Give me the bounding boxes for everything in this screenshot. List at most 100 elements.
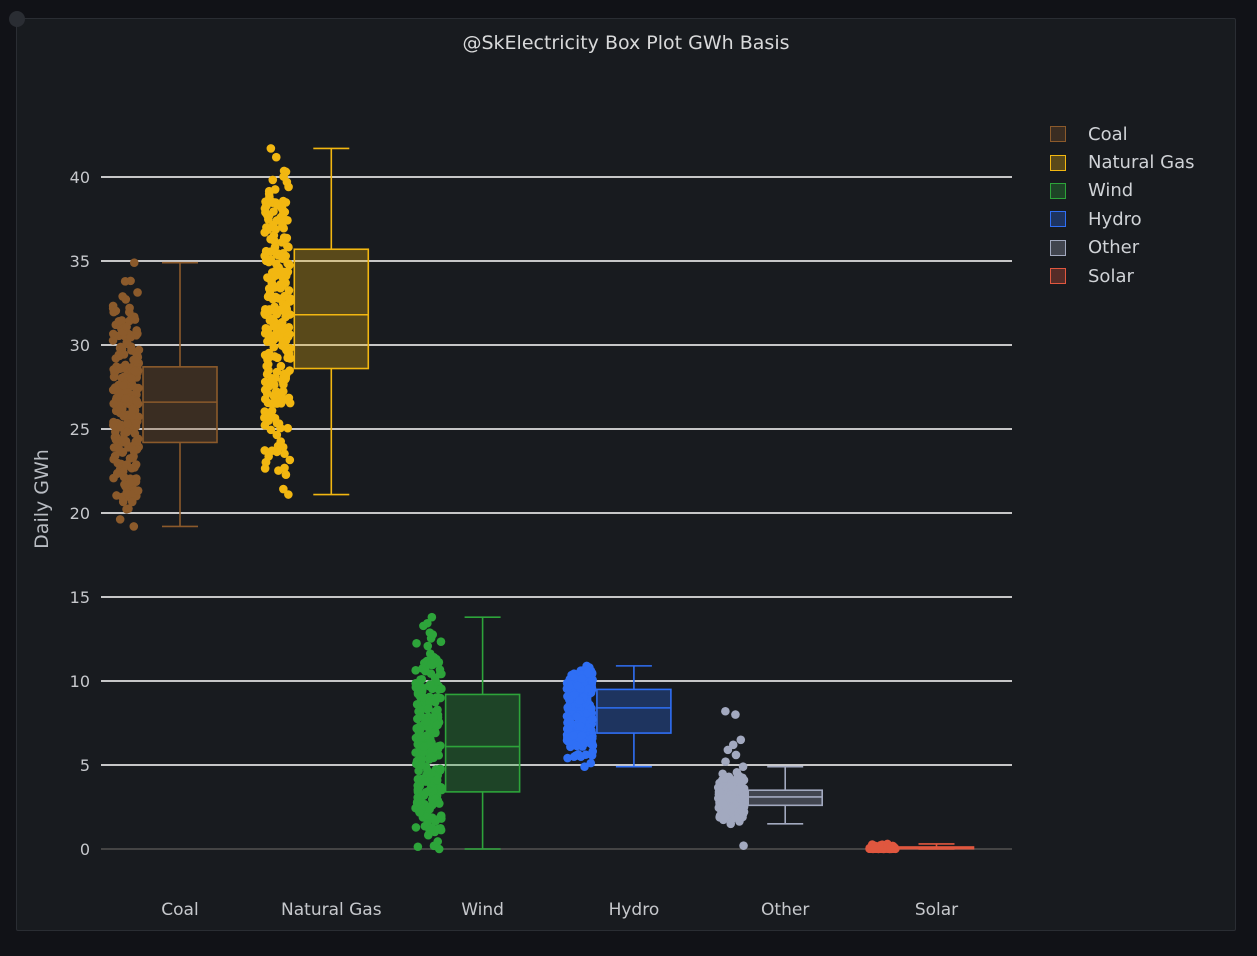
data-point-natural-gas [266, 314, 276, 324]
data-point-wind [420, 821, 430, 831]
legend-item[interactable]: Solar [1050, 262, 1194, 290]
data-point-coal [109, 372, 119, 382]
data-point-coal [133, 486, 143, 495]
box-iqr [293, 248, 370, 370]
data-point-coal [109, 329, 118, 339]
box-natural-gas [293, 147, 370, 496]
data-point-hydro [580, 738, 590, 748]
y-tick-label: 40 [70, 168, 90, 187]
data-point-natural-gas [281, 395, 290, 404]
data-point-natural-gas [279, 234, 289, 244]
data-point-hydro [587, 715, 597, 725]
data-point-natural-gas [279, 217, 288, 226]
legend-item[interactable]: Wind [1050, 177, 1194, 205]
legend-swatch [1050, 126, 1066, 143]
data-point-natural-gas [268, 175, 278, 185]
legend-item[interactable]: Coal [1050, 120, 1194, 148]
data-point-wind [433, 824, 443, 834]
data-point-wind [419, 621, 428, 631]
data-point-hydro [587, 675, 597, 684]
data-point-natural-gas [278, 386, 288, 396]
data-point-coal [130, 366, 140, 376]
data-point-wind [413, 774, 423, 784]
data-point-natural-gas [269, 231, 279, 240]
data-point-natural-gas [284, 490, 293, 499]
data-point-natural-gas [268, 220, 278, 230]
data-point-wind [436, 764, 445, 774]
data-point-natural-gas [268, 294, 278, 304]
legend-label: Hydro [1088, 208, 1142, 230]
data-point-natural-gas [261, 256, 271, 266]
data-point-natural-gas [263, 325, 273, 335]
y-axis-label: Daily GWh [31, 449, 53, 549]
data-point-wind [423, 830, 433, 840]
data-point-other [734, 785, 743, 795]
legend-swatch [1050, 211, 1066, 228]
data-point-coal [112, 469, 122, 479]
data-point-hydro [587, 733, 597, 743]
data-point-natural-gas [269, 391, 278, 401]
data-point-wind [428, 630, 438, 639]
legend-item[interactable]: Hydro [1050, 205, 1194, 233]
box-wind [444, 616, 521, 850]
data-point-natural-gas [279, 172, 288, 181]
data-point-hydro [577, 731, 587, 741]
data-point-wind [417, 674, 427, 684]
data-point-wind [423, 641, 433, 651]
data-point-coal [122, 419, 132, 428]
data-point-natural-gas [271, 152, 281, 162]
legend-item[interactable]: Natural Gas [1050, 148, 1194, 176]
box-iqr [444, 693, 521, 793]
data-point-wind [413, 785, 423, 795]
data-point-coal [121, 394, 130, 403]
data-point-other [728, 740, 738, 750]
data-point-hydro [569, 731, 578, 740]
legend-item[interactable]: Other [1050, 234, 1194, 262]
data-point-coal [121, 295, 131, 304]
data-point-hydro [564, 724, 573, 733]
data-point-coal [120, 277, 130, 286]
data-point-natural-gas [266, 425, 276, 435]
data-point-coal [129, 445, 139, 455]
data-point-natural-gas [267, 446, 277, 455]
data-point-wind [411, 679, 420, 688]
data-point-wind [436, 637, 446, 646]
chart-panel [9, 11, 1236, 931]
data-point-natural-gas [280, 291, 289, 301]
data-point-hydro [581, 750, 591, 759]
data-point-wind [421, 666, 430, 676]
data-point-coal [131, 419, 141, 428]
x-tick-label: Hydro [609, 900, 660, 920]
data-point-natural-gas [285, 310, 295, 319]
data-point-coal [121, 482, 130, 491]
data-point-coal [109, 365, 118, 374]
data-point-coal [109, 399, 118, 408]
data-point-natural-gas [284, 259, 294, 269]
data-point-other [736, 735, 746, 745]
data-point-wind [422, 717, 431, 726]
data-point-coal [131, 355, 141, 365]
data-point-natural-gas [262, 361, 271, 371]
data-point-hydro [573, 681, 583, 690]
data-point-wind [413, 714, 422, 724]
data-point-other [721, 706, 730, 716]
data-point-natural-gas [280, 267, 289, 277]
data-point-natural-gas [269, 342, 279, 352]
data-point-hydro [587, 704, 596, 713]
data-point-natural-gas [272, 430, 282, 440]
x-tick-label: Natural Gas [281, 900, 382, 920]
data-point-natural-gas [285, 455, 295, 465]
data-point-wind [429, 841, 439, 851]
data-point-other [723, 745, 733, 755]
box-hydro [596, 665, 672, 768]
data-point-wind [436, 811, 446, 820]
data-point-coal [129, 522, 139, 531]
data-point-natural-gas [274, 419, 284, 428]
data-point-wind [425, 649, 435, 659]
data-point-wind [427, 752, 437, 762]
data-point-wind [426, 680, 435, 689]
data-point-wind [423, 765, 432, 775]
data-point-coal [119, 412, 129, 421]
data-point-hydro [565, 716, 574, 726]
